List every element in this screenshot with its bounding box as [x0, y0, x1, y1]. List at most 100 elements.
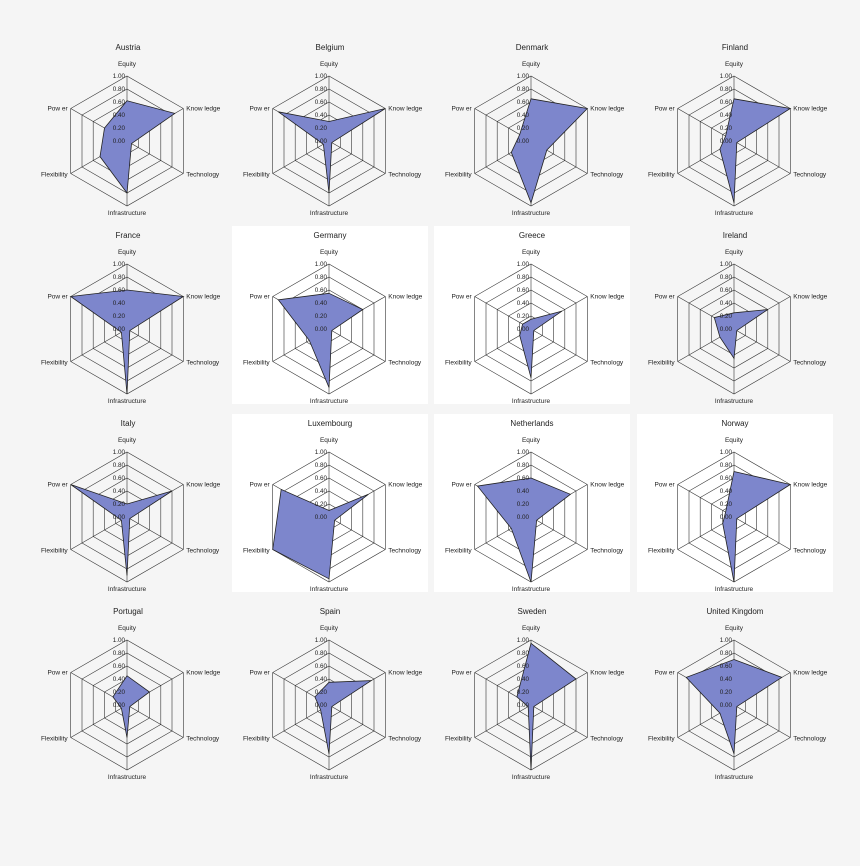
axis-label: Pow er — [451, 106, 472, 113]
tick-label: 0.20 — [720, 501, 733, 508]
axis-spoke — [474, 296, 532, 330]
tick-label: 1.00 — [315, 261, 328, 268]
axis-spoke — [530, 516, 588, 550]
axis-label: Pow er — [654, 670, 675, 677]
axis-spoke — [328, 140, 386, 174]
radar-plot: 0.00 0.20 0.40 0.60 0.80 1.00 Equity Know ledge… — [243, 61, 423, 217]
axis-label: Know ledge — [590, 670, 624, 677]
chart-title: Norway — [721, 419, 749, 428]
axis-label: Equity — [522, 249, 541, 256]
axis-label: Know ledge — [590, 482, 624, 489]
chart-title: Netherlands — [510, 419, 554, 428]
radar-plot: 0.00 0.20 0.40 0.60 0.80 1.00 Equity Know ledge… — [648, 437, 828, 593]
tick-label: 0.20 — [517, 313, 530, 320]
axis-label: Equity — [522, 437, 541, 444]
axis-label: Flexibility — [648, 736, 675, 743]
tick-label: 0.40 — [113, 300, 126, 307]
axis-label: Equity — [320, 437, 339, 444]
tick-label: 1.00 — [517, 637, 530, 644]
tick-label: 1.00 — [113, 261, 126, 268]
tick-label: 1.00 — [720, 73, 733, 80]
radar-panel: Belgium 0.00 0.20 0.40 0.60 0.80 1.00 Equity Kno… — [232, 38, 428, 217]
chart-title: Italy — [120, 419, 136, 428]
tick-label: 0.40 — [720, 112, 733, 119]
axis-label: Flexibility — [648, 172, 675, 179]
tick-label: 0.80 — [315, 274, 328, 281]
data-area — [277, 292, 364, 388]
chart-title: Austria — [115, 43, 141, 52]
axis-spoke — [272, 140, 330, 174]
tick-label: 0.40 — [517, 300, 530, 307]
axis-label: Equity — [725, 61, 744, 68]
axis-label: Flexibility — [445, 172, 472, 179]
tick-label: 0.80 — [315, 86, 328, 93]
tick-label: 0.80 — [720, 274, 733, 281]
radar-panel: Germany 0.00 0.20 0.40 0.60 0.80 1.00 Equity Kno… — [232, 226, 428, 405]
axis-label: Pow er — [249, 106, 270, 113]
axis-spoke — [126, 328, 184, 362]
axis-spoke — [733, 140, 791, 174]
tick-label: 0.80 — [315, 650, 328, 657]
radar-panel: Sweden 0.00 0.20 0.40 0.60 0.80 1.00 Equity Know… — [434, 602, 630, 781]
tick-label: 0.20 — [315, 689, 328, 696]
tick-label: 0.80 — [517, 650, 530, 657]
axis-spoke — [474, 704, 532, 738]
tick-label: 0.20 — [113, 501, 126, 508]
radar-panel: Luxembourg 0.00 0.20 0.40 0.60 0.80 1.00 Equity… — [232, 414, 428, 593]
tick-label: 0.00 — [315, 514, 328, 521]
tick-label: 0.60 — [517, 663, 530, 670]
axis-label: Equity — [118, 437, 137, 444]
data-area — [278, 108, 386, 194]
data-area — [713, 309, 769, 360]
tick-label: 0.60 — [315, 287, 328, 294]
axis-label: Infrastructure — [512, 586, 551, 593]
radar-panel: Portugal 0.00 0.20 0.40 0.60 0.80 1.00 Equity Kn… — [30, 602, 226, 781]
axis-label: Equity — [320, 625, 339, 632]
axis-label: Infrastructure — [715, 398, 754, 405]
radar-panel: Denmark 0.00 0.20 0.40 0.60 0.80 1.00 Equity Kno… — [434, 38, 630, 217]
chart-title: Germany — [313, 231, 347, 240]
axis-label: Pow er — [654, 294, 675, 301]
axis-label: Equity — [118, 61, 137, 68]
axis-spoke — [272, 704, 330, 738]
data-area — [722, 471, 792, 583]
axis-spoke — [677, 108, 735, 142]
tick-label: 0.20 — [315, 125, 328, 132]
tick-label: 0.20 — [113, 313, 126, 320]
axis-label: Pow er — [47, 482, 68, 489]
tick-label: 0.60 — [517, 287, 530, 294]
radar-plot: 0.00 0.20 0.40 0.60 0.80 1.00 Equity Know ledge… — [41, 437, 221, 593]
tick-label: 0.60 — [720, 475, 733, 482]
tick-label: 0.00 — [113, 138, 126, 145]
axis-label: Infrastructure — [310, 398, 349, 405]
radar-panel: Finland 0.00 0.20 0.40 0.60 0.80 1.00 Equity Kno… — [637, 38, 833, 217]
tick-label: 0.20 — [517, 501, 530, 508]
chart-title: Greece — [518, 231, 546, 240]
tick-label: 0.00 — [720, 138, 733, 145]
axis-label: Know ledge — [186, 482, 220, 489]
axis-label: Technology — [186, 360, 220, 367]
tick-label: 1.00 — [315, 73, 328, 80]
axis-label: Infrastructure — [512, 210, 551, 217]
radar-plot: 0.00 0.20 0.40 0.60 0.80 1.00 Equity Know ledge… — [41, 249, 221, 405]
tick-label: 0.00 — [113, 326, 126, 333]
axis-label: Pow er — [451, 294, 472, 301]
axis-spoke — [733, 516, 791, 550]
chart-title: France — [115, 231, 141, 240]
data-area — [476, 477, 572, 583]
axis-label: Know ledge — [793, 482, 827, 489]
axis-label: Pow er — [654, 482, 675, 489]
chart-title: Belgium — [315, 43, 345, 52]
radar-plot: 0.00 0.20 0.40 0.60 0.80 1.00 Equity Know ledge… — [243, 437, 423, 593]
axis-label: Infrastructure — [310, 210, 349, 217]
tick-label: 0.20 — [315, 501, 328, 508]
axis-label: Know ledge — [590, 294, 624, 301]
tick-label: 0.60 — [517, 475, 530, 482]
chart-title: Portugal — [113, 607, 143, 616]
axis-label: Technology — [186, 548, 220, 555]
axis-label: Infrastructure — [715, 774, 754, 781]
radar-panel: Greece 0.00 0.20 0.40 0.60 0.80 1.00 Equity Know… — [434, 226, 630, 405]
axis-label: Technology — [590, 548, 624, 555]
axis-label: Flexibility — [445, 736, 472, 743]
radar-plot: 0.00 0.20 0.40 0.60 0.80 1.00 Equity Know ledge… — [648, 249, 828, 405]
